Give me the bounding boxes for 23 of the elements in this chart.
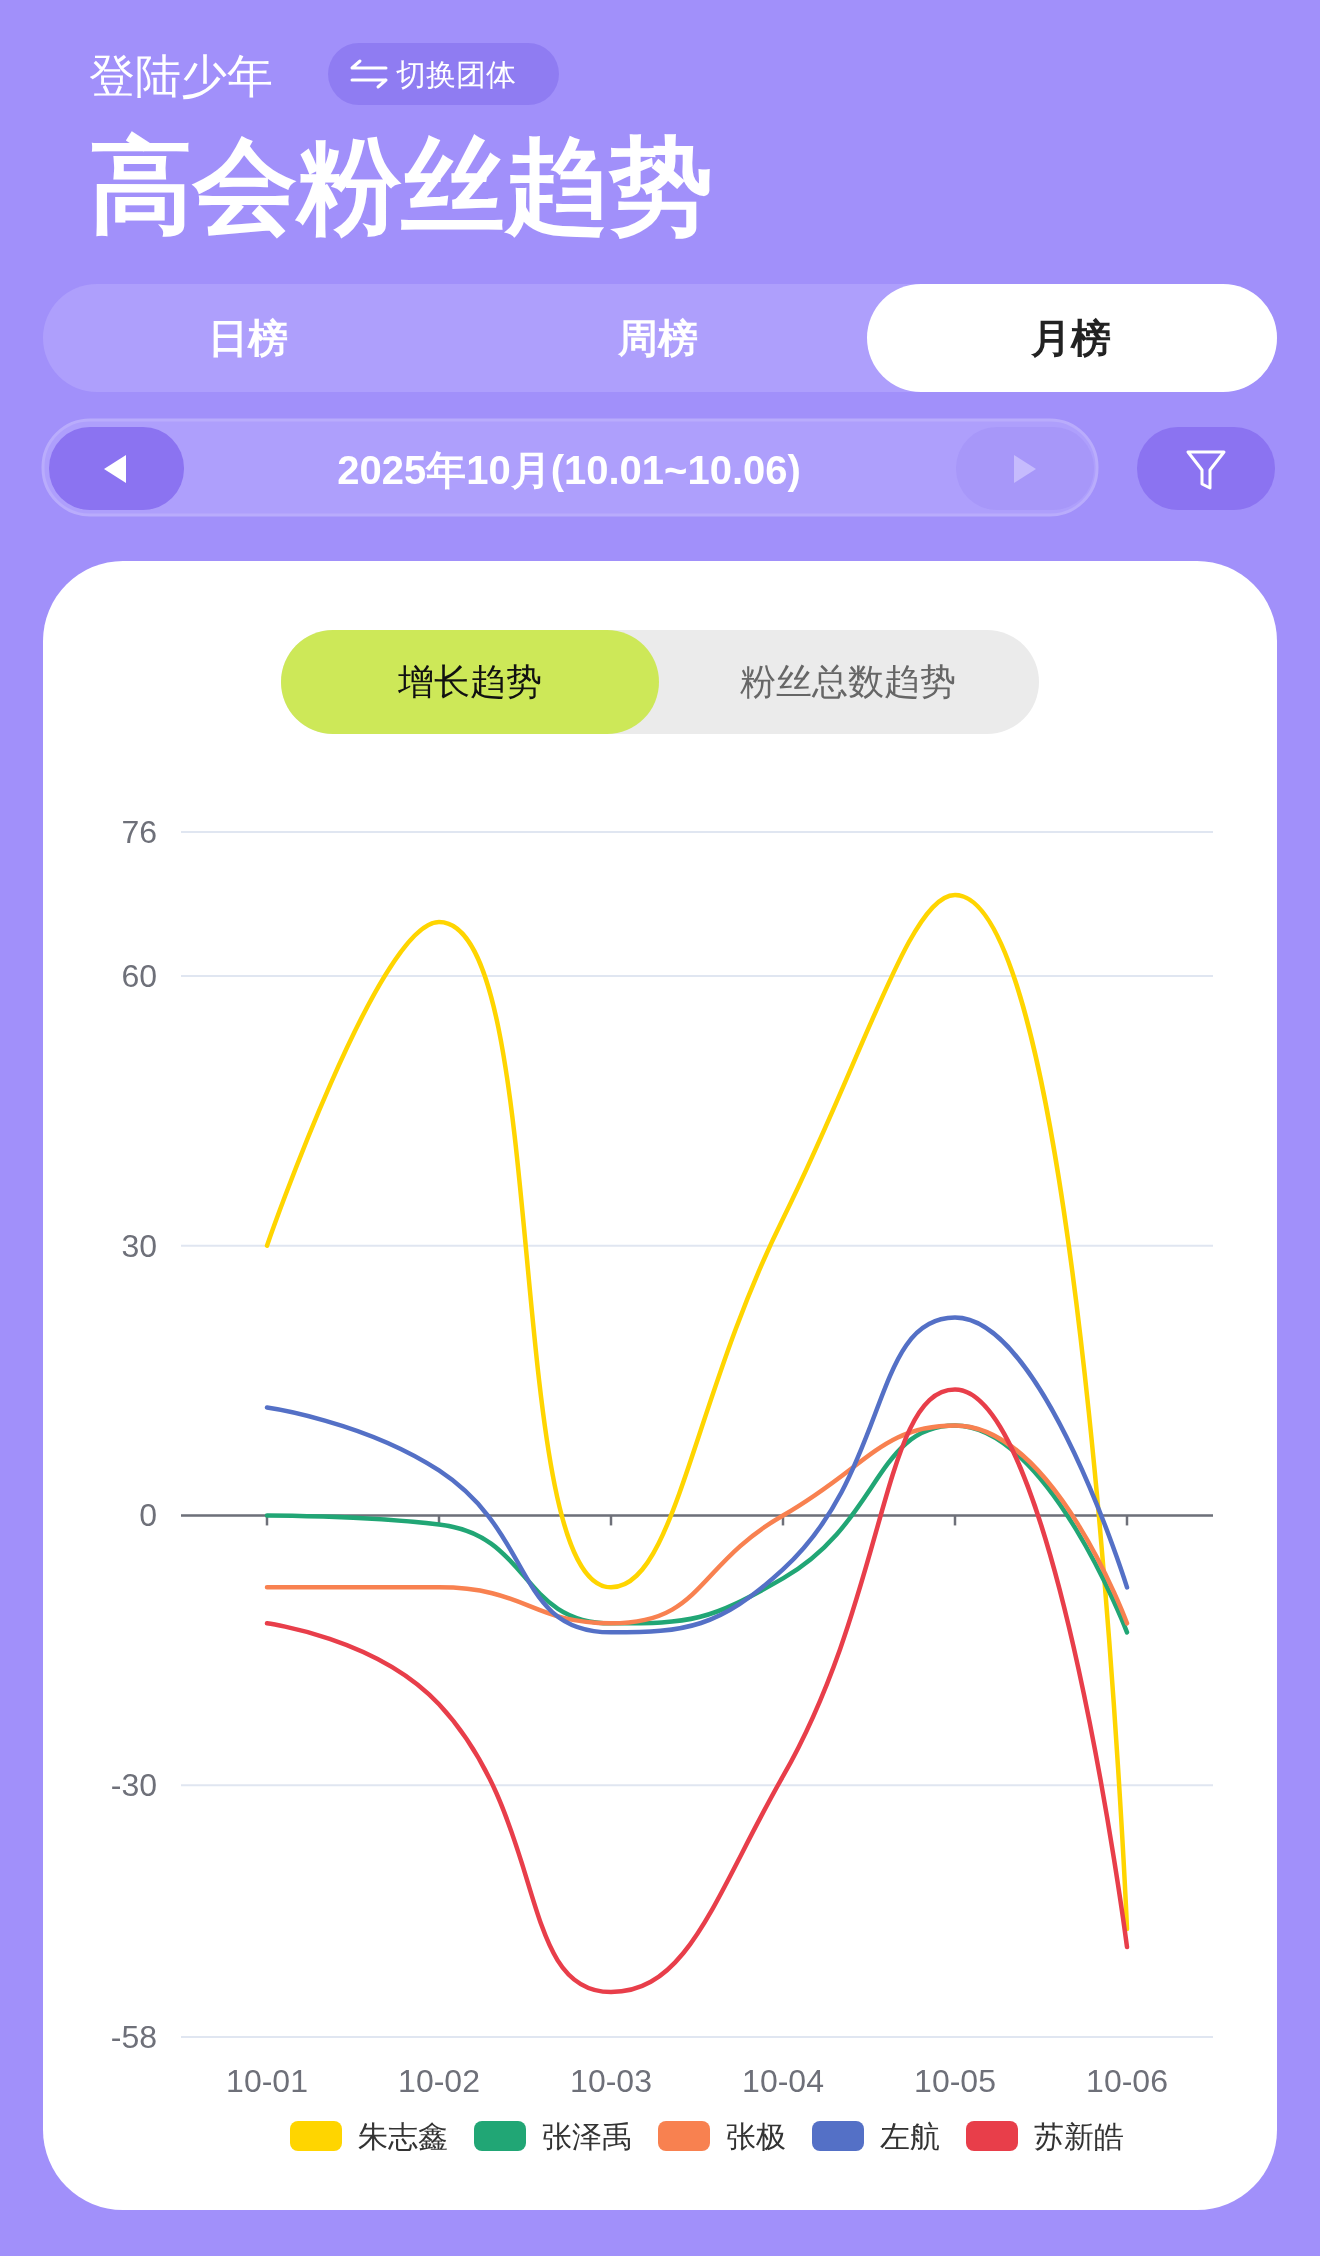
date-navigation: 2025年10月(10.01~10.06) (41, 418, 1099, 517)
legend-label: 苏新皓 (1034, 2119, 1124, 2153)
x-tick-label: 10-04 (742, 2063, 824, 2099)
legend-label: 左航 (880, 2119, 940, 2153)
y-tick-label: 76 (121, 814, 157, 850)
legend-label: 朱志鑫 (358, 2119, 448, 2153)
legend-label: 张泽禹 (542, 2119, 632, 2153)
subtitle: 登陆少年 (89, 50, 273, 102)
tabs: 日榜 周榜 月榜 (43, 284, 1277, 392)
x-tick-label: 10-02 (398, 2063, 480, 2099)
y-tick-label: -58 (110, 2019, 157, 2055)
y-tick-label: -30 (110, 1767, 157, 1804)
y-tick-label: 0 (139, 1497, 157, 1534)
x-tick-label: 10-03 (570, 2063, 652, 2099)
legend-label: 张极 (726, 2119, 786, 2153)
x-tick-label: 10-06 (1086, 2063, 1168, 2099)
button-switch-group: 切换团体 (328, 43, 559, 105)
title: 高会粉丝趋势 (89, 128, 713, 244)
toggle: 增长趋势 粉丝总数趋势 (281, 630, 1039, 734)
x-tick-label: 10-01 (226, 2063, 308, 2099)
x-tick-label: 10-05 (914, 2063, 996, 2099)
y-tick-label: 60 (121, 957, 157, 994)
y-tick-label: 30 (121, 1227, 157, 1264)
